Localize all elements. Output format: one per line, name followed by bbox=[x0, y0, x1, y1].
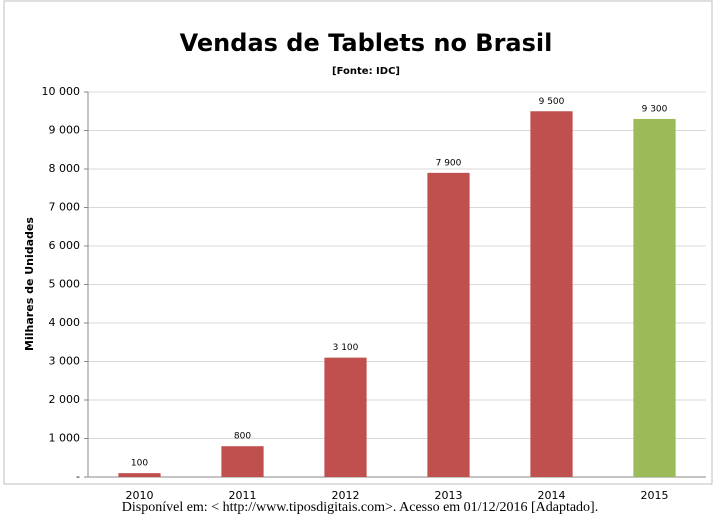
y-tick-label: 8 000 bbox=[49, 162, 81, 175]
value-label: 3 100 bbox=[333, 343, 359, 353]
chart-subtitle: [Fonte: IDC] bbox=[332, 66, 400, 77]
bar bbox=[633, 118, 676, 477]
x-tick-label: 2010 bbox=[126, 489, 154, 502]
x-tick-label: 2012 bbox=[332, 489, 360, 502]
y-tick-label: 3 000 bbox=[49, 355, 81, 368]
value-label: 9 300 bbox=[642, 104, 668, 114]
y-tick-label: 2 000 bbox=[49, 393, 81, 406]
x-tick-label: 2015 bbox=[641, 489, 669, 502]
bar bbox=[324, 357, 367, 477]
y-tick-label: 9 000 bbox=[49, 124, 81, 137]
value-label: 800 bbox=[234, 432, 251, 442]
value-label: 100 bbox=[131, 459, 148, 469]
bar bbox=[427, 172, 470, 477]
y-tick-label: 10 000 bbox=[42, 85, 81, 98]
y-tick-label: 4 000 bbox=[49, 316, 81, 329]
value-label: 7 900 bbox=[436, 158, 462, 168]
bar bbox=[530, 111, 573, 477]
y-tick-label: 5 000 bbox=[49, 278, 81, 291]
x-tick-label: 2013 bbox=[435, 489, 463, 502]
y-axis-label: Milhares de Unidades bbox=[23, 217, 36, 351]
bar bbox=[118, 473, 161, 477]
y-tick-label: 6 000 bbox=[49, 239, 81, 252]
caption: Disponível em: < http://www.tiposdigitai… bbox=[122, 500, 598, 515]
x-tick-label: 2011 bbox=[229, 489, 257, 502]
y-tick-label: 7 000 bbox=[49, 201, 81, 214]
y-tick-label: - bbox=[76, 470, 80, 483]
y-tick-label: 1 000 bbox=[49, 432, 81, 445]
chart-title: Vendas de Tablets no Brasil bbox=[180, 29, 553, 57]
bar bbox=[221, 446, 264, 477]
x-tick-label: 2014 bbox=[538, 489, 566, 502]
value-label: 9 500 bbox=[539, 97, 565, 107]
